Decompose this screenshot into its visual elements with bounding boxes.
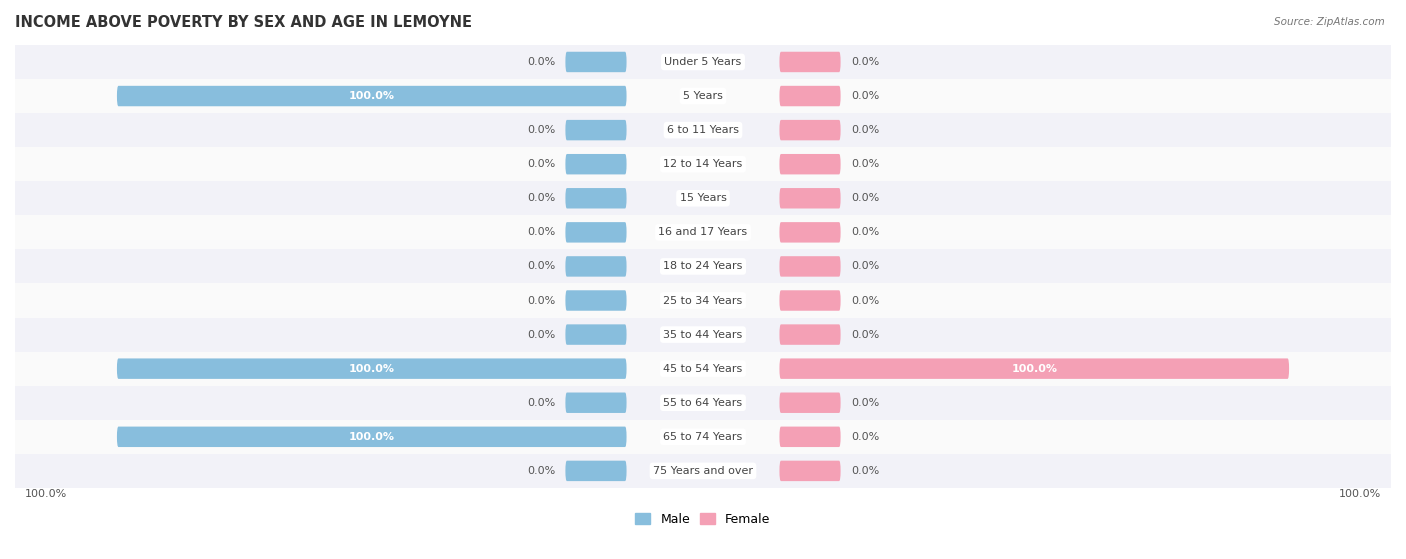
Text: 15 Years: 15 Years	[679, 193, 727, 203]
FancyBboxPatch shape	[565, 154, 627, 174]
Text: 0.0%: 0.0%	[851, 193, 879, 203]
Text: 0.0%: 0.0%	[851, 398, 879, 408]
Bar	[15, 386, 1391, 420]
FancyBboxPatch shape	[779, 256, 841, 277]
Text: 0.0%: 0.0%	[851, 262, 879, 272]
FancyBboxPatch shape	[117, 427, 627, 447]
Text: 100.0%: 100.0%	[1011, 364, 1057, 373]
Text: Under 5 Years: Under 5 Years	[665, 57, 741, 67]
Text: 16 and 17 Years: 16 and 17 Years	[658, 228, 748, 238]
FancyBboxPatch shape	[779, 324, 841, 345]
Text: 100.0%: 100.0%	[349, 91, 395, 101]
Bar	[15, 420, 1391, 454]
Text: 0.0%: 0.0%	[851, 228, 879, 238]
FancyBboxPatch shape	[565, 52, 627, 72]
Text: 75 Years and over: 75 Years and over	[652, 466, 754, 476]
FancyBboxPatch shape	[779, 188, 841, 209]
FancyBboxPatch shape	[565, 392, 627, 413]
Text: 0.0%: 0.0%	[527, 57, 555, 67]
FancyBboxPatch shape	[565, 120, 627, 140]
Text: 55 to 64 Years: 55 to 64 Years	[664, 398, 742, 408]
Text: 100.0%: 100.0%	[349, 432, 395, 442]
Text: 12 to 14 Years: 12 to 14 Years	[664, 159, 742, 169]
FancyBboxPatch shape	[117, 358, 627, 379]
Text: 0.0%: 0.0%	[851, 466, 879, 476]
FancyBboxPatch shape	[779, 427, 841, 447]
FancyBboxPatch shape	[779, 222, 841, 243]
FancyBboxPatch shape	[779, 358, 1289, 379]
Text: 0.0%: 0.0%	[527, 125, 555, 135]
Text: Source: ZipAtlas.com: Source: ZipAtlas.com	[1274, 17, 1385, 27]
Text: 18 to 24 Years: 18 to 24 Years	[664, 262, 742, 272]
Text: 0.0%: 0.0%	[527, 296, 555, 306]
FancyBboxPatch shape	[565, 256, 627, 277]
Bar	[15, 454, 1391, 488]
Text: 0.0%: 0.0%	[527, 466, 555, 476]
FancyBboxPatch shape	[779, 461, 841, 481]
FancyBboxPatch shape	[117, 86, 627, 106]
Text: 0.0%: 0.0%	[527, 228, 555, 238]
Text: 0.0%: 0.0%	[851, 125, 879, 135]
FancyBboxPatch shape	[779, 154, 841, 174]
Bar	[15, 215, 1391, 249]
Legend: Male, Female: Male, Female	[631, 509, 775, 529]
Text: 25 to 34 Years: 25 to 34 Years	[664, 296, 742, 306]
Text: 0.0%: 0.0%	[527, 398, 555, 408]
Text: 0.0%: 0.0%	[527, 193, 555, 203]
Text: 35 to 44 Years: 35 to 44 Years	[664, 330, 742, 339]
Text: 0.0%: 0.0%	[851, 57, 879, 67]
Text: 0.0%: 0.0%	[851, 432, 879, 442]
Text: 45 to 54 Years: 45 to 54 Years	[664, 364, 742, 373]
Bar	[15, 181, 1391, 215]
FancyBboxPatch shape	[565, 324, 627, 345]
Text: 0.0%: 0.0%	[527, 330, 555, 339]
FancyBboxPatch shape	[779, 86, 841, 106]
FancyBboxPatch shape	[779, 392, 841, 413]
FancyBboxPatch shape	[779, 52, 841, 72]
FancyBboxPatch shape	[565, 290, 627, 311]
Text: 65 to 74 Years: 65 to 74 Years	[664, 432, 742, 442]
FancyBboxPatch shape	[565, 222, 627, 243]
Bar	[15, 147, 1391, 181]
Text: 0.0%: 0.0%	[527, 159, 555, 169]
Bar	[15, 318, 1391, 352]
Text: INCOME ABOVE POVERTY BY SEX AND AGE IN LEMOYNE: INCOME ABOVE POVERTY BY SEX AND AGE IN L…	[15, 15, 472, 30]
Bar	[15, 45, 1391, 79]
Text: 5 Years: 5 Years	[683, 91, 723, 101]
FancyBboxPatch shape	[779, 290, 841, 311]
Text: 100.0%: 100.0%	[349, 364, 395, 373]
FancyBboxPatch shape	[565, 188, 627, 209]
Text: 0.0%: 0.0%	[527, 262, 555, 272]
Text: 0.0%: 0.0%	[851, 330, 879, 339]
Bar	[15, 352, 1391, 386]
FancyBboxPatch shape	[565, 461, 627, 481]
Text: 0.0%: 0.0%	[851, 296, 879, 306]
Bar	[15, 79, 1391, 113]
Text: 0.0%: 0.0%	[851, 91, 879, 101]
FancyBboxPatch shape	[779, 120, 841, 140]
Bar	[15, 249, 1391, 283]
Bar	[15, 283, 1391, 318]
Bar	[15, 113, 1391, 147]
Text: 100.0%: 100.0%	[25, 489, 67, 499]
Text: 0.0%: 0.0%	[851, 159, 879, 169]
Text: 6 to 11 Years: 6 to 11 Years	[666, 125, 740, 135]
Text: 100.0%: 100.0%	[1339, 489, 1381, 499]
